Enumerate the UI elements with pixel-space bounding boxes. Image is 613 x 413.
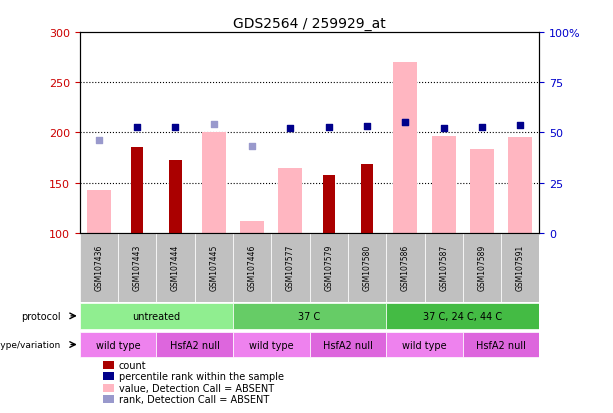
Text: GSM107445: GSM107445: [209, 244, 218, 291]
Point: [209, 122, 219, 128]
Point: [132, 125, 142, 131]
Point: [324, 125, 333, 131]
Text: 37 C: 37 C: [299, 311, 321, 321]
Bar: [131, 148, 143, 233]
Bar: [322, 175, 335, 233]
FancyBboxPatch shape: [424, 233, 463, 302]
Bar: [508, 138, 532, 233]
Text: GSM107577: GSM107577: [286, 244, 295, 291]
Point: [94, 138, 104, 145]
Bar: [240, 221, 264, 233]
FancyBboxPatch shape: [463, 332, 539, 358]
FancyBboxPatch shape: [233, 233, 271, 302]
Bar: [169, 160, 181, 233]
Text: HsfA2 null: HsfA2 null: [323, 340, 373, 350]
FancyBboxPatch shape: [233, 303, 386, 329]
Text: GSM107436: GSM107436: [94, 244, 104, 291]
Point: [247, 144, 257, 150]
FancyBboxPatch shape: [156, 233, 195, 302]
FancyBboxPatch shape: [80, 303, 233, 329]
Text: wild type: wild type: [402, 340, 447, 350]
FancyBboxPatch shape: [195, 233, 233, 302]
Text: HsfA2 null: HsfA2 null: [476, 340, 526, 350]
Bar: [103, 361, 114, 369]
Text: GSM107589: GSM107589: [478, 244, 487, 291]
Text: 37 C, 24 C, 44 C: 37 C, 24 C, 44 C: [423, 311, 503, 321]
Point: [400, 120, 410, 126]
FancyBboxPatch shape: [386, 233, 424, 302]
Text: wild type: wild type: [249, 340, 294, 350]
Text: wild type: wild type: [96, 340, 140, 350]
Bar: [361, 164, 373, 233]
Text: GSM107587: GSM107587: [439, 244, 448, 291]
FancyBboxPatch shape: [118, 233, 156, 302]
Point: [439, 126, 449, 133]
Bar: [432, 137, 455, 233]
Bar: [103, 384, 114, 392]
FancyBboxPatch shape: [156, 332, 233, 358]
Point: [362, 124, 372, 131]
FancyBboxPatch shape: [386, 303, 539, 329]
FancyBboxPatch shape: [271, 233, 310, 302]
Title: GDS2564 / 259929_at: GDS2564 / 259929_at: [233, 17, 386, 31]
Text: GSM107444: GSM107444: [171, 244, 180, 291]
Text: rank, Detection Call = ABSENT: rank, Detection Call = ABSENT: [119, 394, 269, 404]
Point: [170, 125, 180, 131]
FancyBboxPatch shape: [463, 233, 501, 302]
Point: [516, 123, 525, 129]
Bar: [87, 190, 111, 233]
Text: count: count: [119, 360, 147, 370]
FancyBboxPatch shape: [80, 332, 156, 358]
Text: GSM107579: GSM107579: [324, 244, 333, 291]
Point: [286, 126, 295, 133]
Text: GSM107586: GSM107586: [401, 244, 410, 291]
Text: genotype/variation: genotype/variation: [0, 340, 61, 349]
Text: percentile rank within the sample: percentile rank within the sample: [119, 371, 284, 381]
FancyBboxPatch shape: [386, 332, 463, 358]
Text: HsfA2 null: HsfA2 null: [170, 340, 219, 350]
Bar: [278, 168, 302, 233]
Bar: [202, 133, 226, 233]
Point: [477, 125, 487, 131]
Point: [400, 120, 410, 126]
Text: GSM107446: GSM107446: [248, 244, 257, 291]
FancyBboxPatch shape: [310, 332, 386, 358]
Bar: [394, 63, 417, 233]
FancyBboxPatch shape: [233, 332, 310, 358]
FancyBboxPatch shape: [310, 233, 348, 302]
FancyBboxPatch shape: [501, 233, 539, 302]
Bar: [103, 372, 114, 380]
Text: GSM107591: GSM107591: [516, 244, 525, 291]
Text: GSM107580: GSM107580: [362, 244, 371, 291]
Text: value, Detection Call = ABSENT: value, Detection Call = ABSENT: [119, 383, 274, 393]
Text: GSM107443: GSM107443: [132, 244, 142, 291]
Bar: [103, 395, 114, 404]
FancyBboxPatch shape: [348, 233, 386, 302]
Text: untreated: untreated: [132, 311, 180, 321]
Text: protocol: protocol: [21, 311, 61, 321]
Bar: [470, 150, 494, 233]
FancyBboxPatch shape: [80, 233, 118, 302]
